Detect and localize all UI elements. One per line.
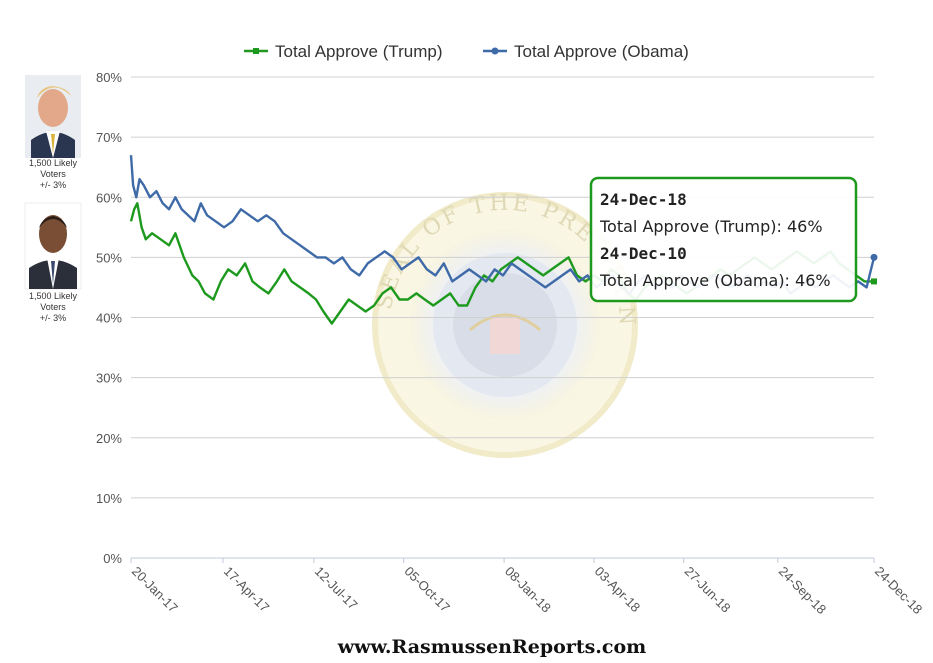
y-tick-label: 30% bbox=[96, 371, 122, 386]
trump-portrait bbox=[25, 75, 81, 158]
legend-label-trump: Total Approve (Trump) bbox=[275, 42, 443, 61]
y-gridlines bbox=[130, 76, 875, 563]
obama-caption-line1: 1,500 Likely bbox=[29, 291, 78, 301]
y-tick-label: 50% bbox=[96, 250, 122, 265]
y-tick-label: 10% bbox=[96, 491, 122, 506]
trump-caption-line2: Voters bbox=[40, 169, 66, 179]
footer-site-url: www.RasmussenReports.com bbox=[337, 636, 647, 658]
x-axis-labels: 20-Jan-17 17-Apr-17 12-Jul-17 05-Oct-17 08-J… bbox=[129, 564, 926, 618]
y-tick-label: 20% bbox=[96, 431, 122, 446]
series-point-obama bbox=[870, 253, 878, 261]
hover-tooltip: 24-Dec-18 Total Approve (Trump): 46% 24-… bbox=[589, 176, 858, 303]
tooltip-date-obama: 24-Dec-10 bbox=[600, 244, 687, 263]
trump-caption-line3: +/- 3% bbox=[40, 180, 66, 190]
series-point-trump bbox=[871, 278, 877, 285]
legend[interactable]: Total Approve (Trump) Total Approve (Oba… bbox=[244, 42, 689, 61]
x-tick-label: 24-Dec-18 bbox=[872, 564, 926, 618]
tooltip-value-obama: Total Approve (Obama): 46% bbox=[599, 271, 831, 290]
y-tick-label: 80% bbox=[96, 70, 122, 85]
legend-label-obama: Total Approve (Obama) bbox=[514, 42, 689, 61]
y-tick-label: 40% bbox=[96, 311, 122, 326]
legend-item-obama[interactable]: Total Approve (Obama) bbox=[483, 42, 689, 61]
tooltip-date-trump: 24-Dec-18 bbox=[600, 190, 687, 209]
x-tick-label: 20-Jan-17 bbox=[129, 564, 181, 616]
y-axis-labels: 0% 10% 20% 30% 40% 50% 60% 70% 80% bbox=[96, 70, 122, 566]
obama-caption-line3: +/- 3% bbox=[40, 313, 66, 323]
y-tick-label: 60% bbox=[96, 190, 122, 205]
obama-caption-line2: Voters bbox=[40, 302, 66, 312]
x-tick-label: 05-Oct-17 bbox=[402, 564, 453, 615]
x-tick-label: 12-Jul-17 bbox=[312, 564, 361, 613]
legend-marker-obama bbox=[491, 47, 499, 55]
legend-item-trump[interactable]: Total Approve (Trump) bbox=[244, 42, 443, 61]
obama-portrait bbox=[24, 202, 82, 290]
x-tick-label: 27-Jun-18 bbox=[682, 564, 734, 616]
x-tick-label: 08-Jan-18 bbox=[502, 564, 554, 616]
trump-caption-line1: 1,500 Likely bbox=[29, 158, 78, 168]
tooltip-value-trump: Total Approve (Trump): 46% bbox=[599, 217, 823, 236]
y-tick-label: 70% bbox=[96, 130, 122, 145]
x-tick-label: 03-Apr-18 bbox=[592, 564, 643, 615]
y-tick-label: 0% bbox=[103, 551, 122, 566]
legend-marker-trump bbox=[253, 48, 259, 54]
presidential-seal-watermark: SEAL OF THE PRESIDENT OF THE UNITED STAT… bbox=[0, 0, 638, 458]
tooltip-box bbox=[589, 176, 858, 303]
x-tick-label: 24-Sep-18 bbox=[776, 564, 830, 618]
x-tick-label: 17-Apr-17 bbox=[221, 564, 272, 615]
